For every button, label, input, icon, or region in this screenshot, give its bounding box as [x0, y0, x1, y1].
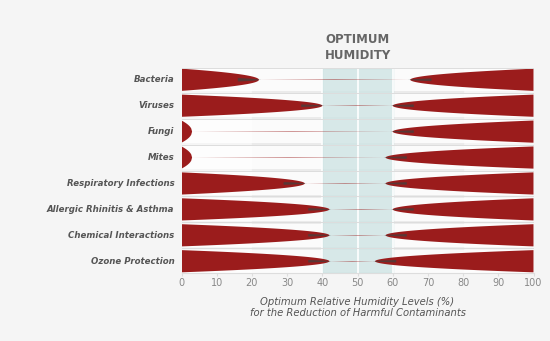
Polygon shape [182, 250, 534, 272]
Bar [182, 120, 534, 143]
Bar [182, 68, 534, 91]
Bar [182, 146, 534, 169]
Text: Viruses: Viruses [139, 101, 174, 110]
Polygon shape [308, 260, 331, 263]
Text: Ozone Protection: Ozone Protection [91, 257, 174, 266]
Text: Chemical Interactions: Chemical Interactions [68, 231, 174, 240]
Text: Mites: Mites [148, 153, 174, 162]
Text: Respiratory Infections: Respiratory Infections [67, 179, 174, 188]
Polygon shape [308, 234, 331, 237]
Polygon shape [301, 104, 324, 107]
Polygon shape [182, 224, 534, 247]
Polygon shape [409, 78, 431, 81]
X-axis label: Optimum Relative Humidity Levels (%)
for the Reduction of Harmful Contaminants: Optimum Relative Humidity Levels (%) for… [250, 297, 465, 318]
Polygon shape [391, 208, 414, 211]
Text: OPTIMUM
HUMIDITY: OPTIMUM HUMIDITY [324, 33, 390, 62]
Polygon shape [384, 182, 407, 185]
Polygon shape [182, 120, 534, 143]
Polygon shape [391, 104, 414, 107]
Polygon shape [182, 69, 534, 91]
Polygon shape [238, 78, 261, 81]
Bar [182, 94, 534, 117]
Polygon shape [182, 198, 534, 221]
Bar [393, 68, 463, 273]
Polygon shape [182, 94, 534, 117]
Polygon shape [391, 130, 414, 133]
Text: Allergic Rhinitis & Asthma: Allergic Rhinitis & Asthma [47, 205, 174, 214]
Bar [182, 198, 534, 221]
Bar [252, 68, 322, 273]
Polygon shape [182, 146, 534, 169]
Polygon shape [182, 172, 534, 195]
Polygon shape [384, 234, 407, 237]
Bar [182, 250, 534, 273]
Polygon shape [284, 182, 306, 185]
Text: Bacteria: Bacteria [134, 75, 174, 84]
Bar [182, 172, 534, 195]
Text: Fungi: Fungi [148, 127, 174, 136]
Bar [182, 224, 534, 247]
Bar [322, 68, 393, 273]
Polygon shape [384, 156, 407, 159]
Polygon shape [373, 260, 396, 263]
Polygon shape [308, 208, 331, 211]
